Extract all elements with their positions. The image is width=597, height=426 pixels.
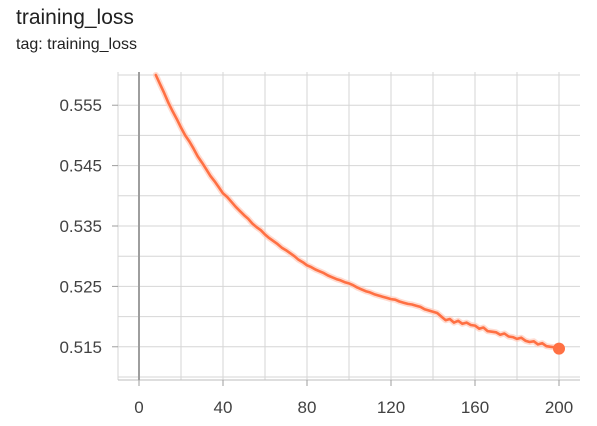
raw-loss-line: [152, 72, 562, 352]
x-tick-label: 80: [298, 398, 317, 417]
card-title: training_loss: [16, 6, 134, 29]
series: [152, 72, 565, 355]
card-tag: tag: training_loss: [16, 36, 137, 53]
x-tick-label: 160: [461, 398, 489, 417]
x-axis: 0 40 80 120 160 200: [134, 380, 573, 417]
y-axis: 0.515 0.525 0.535 0.545 0.555: [59, 96, 118, 357]
y-tick-label: 0.515: [59, 338, 102, 357]
x-tick-label: 120: [377, 398, 405, 417]
x-tick-label: 0: [134, 398, 143, 417]
smoothed-loss-line: [154, 73, 561, 350]
y-tick-label: 0.545: [59, 157, 102, 176]
x-tick-label: 200: [545, 398, 573, 417]
y-tick-label: 0.555: [59, 96, 102, 115]
y-tick-label: 0.535: [59, 217, 102, 236]
y-tick-label: 0.525: [59, 277, 102, 296]
last-point-marker: [553, 342, 565, 355]
x-tick-label: 40: [214, 398, 233, 417]
grid: [117, 72, 580, 381]
